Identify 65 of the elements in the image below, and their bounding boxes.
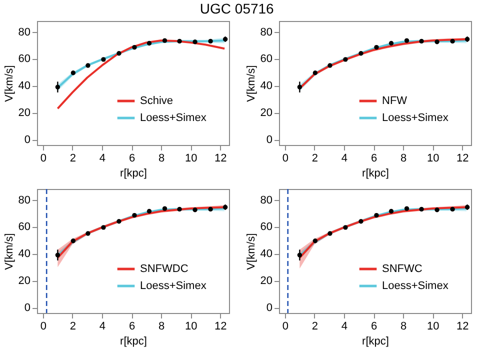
x-tick-label: 12: [456, 152, 469, 164]
x-tick-label: 2: [70, 152, 76, 164]
x-tick-label: 12: [214, 320, 227, 332]
x-tick-label: 10: [184, 320, 198, 332]
legend-label: NFW: [382, 95, 408, 107]
y-tick-label: 0: [24, 302, 30, 314]
x-tick-label: 2: [312, 152, 318, 164]
x-tick-label: 6: [128, 320, 136, 332]
y-tick-label: 20: [260, 275, 272, 288]
x-tick-label: 4: [99, 152, 106, 164]
x-tick-label: 4: [99, 320, 106, 332]
x-tick-label: 4: [341, 320, 348, 332]
x-tick-label: 4: [341, 152, 348, 164]
x-tick-label: 8: [400, 320, 407, 332]
x-axis-title: r[kpc]: [120, 168, 147, 180]
y-tick-label: 0: [266, 302, 272, 314]
y-tick-label: 80: [260, 26, 272, 38]
legend-label: SNFWC: [382, 263, 422, 275]
y-tick-label: 40: [260, 80, 272, 92]
y-tick-label: 20: [260, 107, 272, 120]
x-tick-label: 6: [370, 320, 378, 332]
y-axis-title: V[km/s]: [3, 65, 16, 102]
x-tick-label: 10: [426, 152, 440, 164]
legend-label: SNFWDC: [140, 263, 188, 275]
legend-label: Loess+Simex: [382, 280, 449, 292]
y-tick-label: 60: [260, 221, 272, 234]
legend-label: Loess+Simex: [140, 280, 207, 292]
x-tick-label: 0: [282, 152, 288, 164]
x-axis-title: r[kpc]: [362, 168, 389, 180]
y-tick-label: 40: [260, 248, 272, 260]
y-tick-label: 20: [18, 275, 30, 288]
y-tick-label: 60: [18, 221, 30, 234]
y-tick-label: 60: [260, 53, 272, 66]
legend-label: Loess+Simex: [140, 112, 207, 124]
y-tick-label: 60: [18, 53, 30, 66]
y-tick-label: 40: [18, 248, 30, 260]
y-tick-label: 0: [266, 134, 272, 146]
x-tick-label: 0: [282, 320, 288, 332]
y-tick-label: 80: [18, 26, 30, 38]
x-tick-label: 0: [40, 320, 46, 332]
chart-title: UGC 05716: [200, 0, 274, 16]
x-tick-label: 2: [312, 320, 318, 332]
x-tick-label: 6: [128, 152, 136, 164]
x-tick-label: 6: [370, 152, 378, 164]
legend-label: Loess+Simex: [382, 112, 449, 124]
y-axis-title: V[km/s]: [245, 233, 258, 270]
x-axis-title: r[kpc]: [362, 336, 389, 348]
x-tick-label: 8: [158, 320, 165, 332]
y-tick-label: 80: [260, 194, 272, 206]
y-axis-title: V[km/s]: [3, 233, 16, 270]
x-axis-title: r[kpc]: [120, 336, 147, 348]
x-tick-label: 10: [184, 152, 198, 164]
x-tick-label: 2: [70, 320, 76, 332]
y-tick-label: 0: [24, 134, 30, 146]
x-tick-label: 8: [158, 152, 165, 164]
x-tick-label: 8: [400, 152, 407, 164]
y-axis-title: V[km/s]: [245, 65, 258, 102]
x-tick-label: 12: [214, 152, 227, 164]
y-tick-label: 80: [18, 194, 30, 206]
y-tick-label: 40: [18, 80, 30, 92]
x-tick-label: 10: [426, 320, 440, 332]
y-tick-label: 20: [18, 107, 30, 120]
x-tick-label: 12: [456, 320, 469, 332]
legend-label: Schive: [140, 95, 174, 107]
x-tick-label: 0: [40, 152, 46, 164]
